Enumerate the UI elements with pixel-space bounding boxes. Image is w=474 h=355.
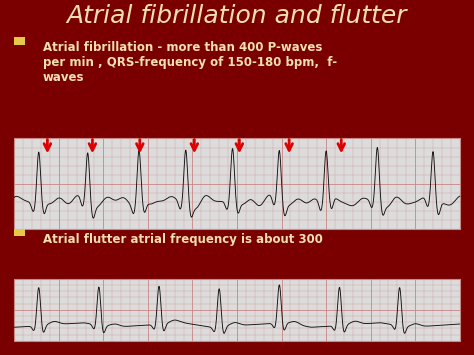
Text: Atrial fibrillation - more than 400 P-waves
per min , QRS-frequency of 150-180 b: Atrial fibrillation - more than 400 P-wa… bbox=[43, 41, 337, 84]
Bar bbox=[14, 279, 460, 341]
Bar bbox=[14, 138, 460, 229]
Bar bbox=[14, 229, 25, 236]
Text: Atrial fibrillation and flutter: Atrial fibrillation and flutter bbox=[67, 4, 407, 28]
Text: Atrial flutter atrial frequency is about 300: Atrial flutter atrial frequency is about… bbox=[43, 233, 322, 246]
Bar bbox=[14, 37, 25, 45]
